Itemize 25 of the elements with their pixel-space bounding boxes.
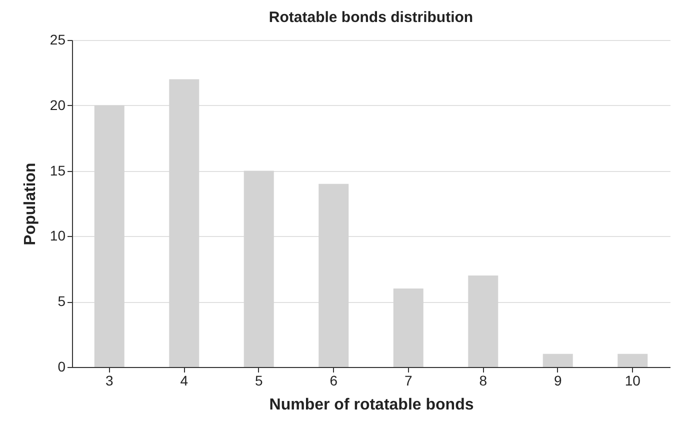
y-tick-label: 0 — [58, 358, 66, 374]
bar — [244, 170, 274, 367]
x-axis-title: Number of rotatable bonds — [269, 396, 474, 414]
y-tick-label: 15 — [50, 162, 66, 178]
x-tick-label: 10 — [624, 372, 641, 388]
x-tick-label: 9 — [554, 372, 562, 388]
chart-title: Rotatable bonds distribution — [268, 9, 474, 26]
x-tick-label: 8 — [479, 372, 488, 388]
y-tick-label: 20 — [50, 96, 66, 113]
y-tick-label: 25 — [50, 32, 66, 48]
x-tick-label: 4 — [180, 372, 188, 388]
y-tick-label: 5 — [58, 293, 66, 310]
bar — [318, 184, 349, 367]
x-tick-label: 7 — [404, 372, 412, 388]
bar — [393, 288, 424, 367]
x-tick-label: 3 — [105, 372, 114, 388]
bar — [618, 354, 648, 367]
bar — [169, 79, 200, 367]
x-tick-label: 6 — [330, 372, 338, 388]
bar — [94, 105, 124, 367]
x-tick-label: 5 — [254, 372, 263, 388]
y-axis-title: Population — [22, 162, 39, 246]
y-tick-label: 10 — [50, 228, 66, 244]
bar — [542, 354, 573, 367]
bar — [468, 275, 498, 367]
